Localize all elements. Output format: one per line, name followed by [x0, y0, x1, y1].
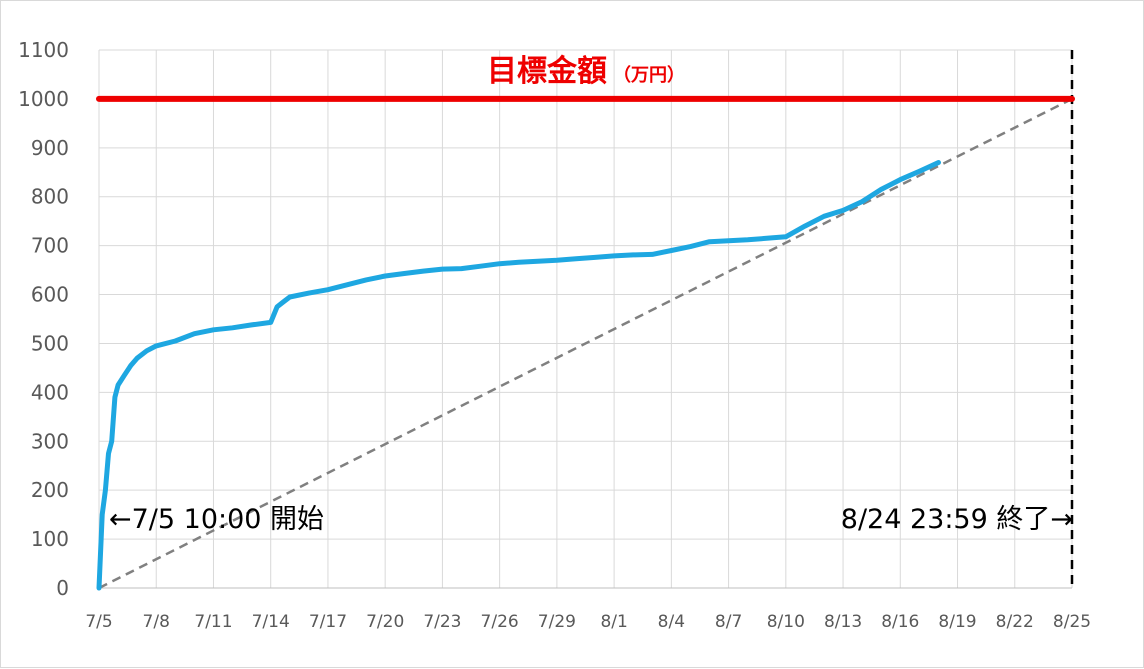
x-tick-label: 7/29	[538, 612, 576, 632]
y-tick-label: 100	[31, 527, 69, 551]
guide-line	[98, 97, 1073, 590]
y-tick-label: 300	[31, 429, 69, 453]
chart-title-text: 目標金額	[487, 54, 607, 89]
y-tick-label: 1000	[18, 87, 69, 111]
y-tick-label: 1100	[18, 38, 69, 62]
y-tick-label: 500	[31, 331, 69, 355]
x-tick-label: 8/7	[715, 612, 742, 632]
y-tick-label: 400	[31, 380, 69, 404]
x-tick-label: 7/14	[252, 612, 290, 632]
x-tick-label: 7/17	[309, 612, 347, 632]
x-tick-label: 8/22	[996, 612, 1034, 632]
x-tick-label: 7/20	[366, 612, 404, 632]
x-tick-label: 8/4	[658, 612, 685, 632]
x-tick-label: 7/11	[194, 612, 232, 632]
start-annotation: ←7/5 10:00 開始	[109, 504, 324, 535]
end-annotation: 8/24 23:59 終了→	[841, 504, 1073, 535]
x-axis-ticks: 7/5 7/8 7/11 7/14 7/17 7/20 7/23 7/26 7/29 8/1 8/4…	[85, 612, 1091, 632]
x-tick-label: 8/13	[824, 612, 862, 632]
x-tick-label: 7/26	[481, 612, 519, 632]
x-tick-label: 7/8	[143, 612, 170, 632]
y-tick-label: 600	[31, 283, 69, 307]
gridlines	[98, 49, 1073, 588]
chart-title-unit: （万円）	[613, 65, 685, 86]
y-tick-label: 200	[31, 478, 69, 502]
y-tick-label: 900	[31, 136, 69, 160]
series-line	[96, 160, 941, 591]
chart-title: 目標金額 （万円）	[487, 54, 685, 89]
x-tick-label: 7/23	[423, 612, 461, 632]
x-tick-label: 8/16	[881, 612, 919, 632]
x-tick-label: 8/19	[938, 612, 976, 632]
y-tick-label: 0	[56, 576, 69, 600]
x-tick-label: 8/10	[767, 612, 805, 632]
y-axis-ticks: 0 100 200 300 400 500 600 700 800 900 1000 1100	[18, 38, 69, 600]
x-tick-label: 7/5	[85, 612, 112, 632]
y-tick-label: 800	[31, 185, 69, 209]
y-tick-label: 700	[31, 234, 69, 258]
x-tick-label: 8/25	[1053, 612, 1091, 632]
x-tick-label: 8/1	[600, 612, 627, 632]
